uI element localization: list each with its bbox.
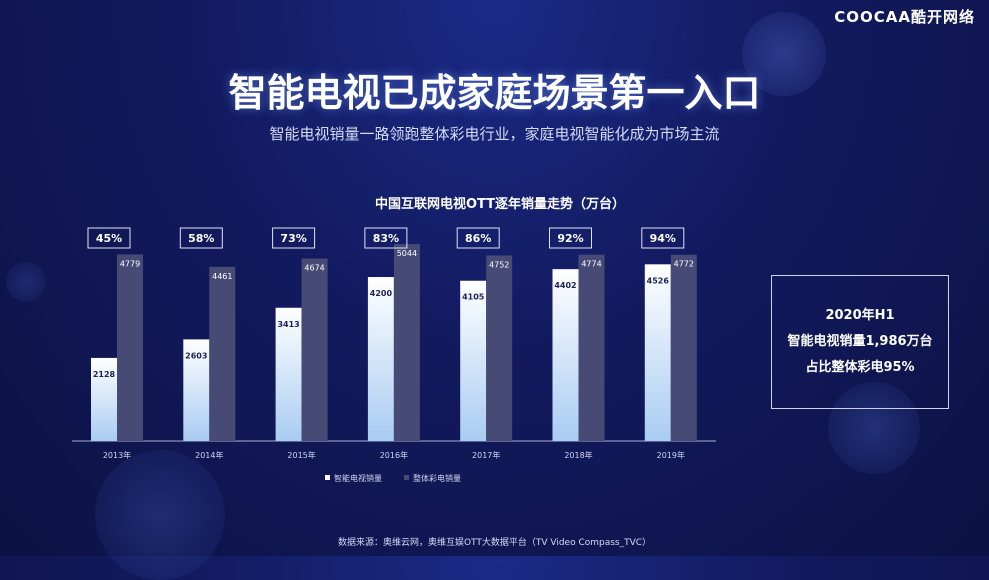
legend-swatch-smart-tv: [325, 475, 330, 480]
data-label-smart: 4105: [462, 293, 485, 302]
data-label-total: 4752: [489, 260, 509, 269]
ratio-label: 58%: [188, 232, 214, 245]
data-label-total: 4774: [581, 260, 601, 269]
x-tick-label: 2018年: [564, 450, 592, 460]
bar-total-tv: [393, 244, 420, 441]
ratio-box: [456, 227, 500, 249]
ratio-label: 92%: [557, 232, 583, 245]
bar-smart-tv: [367, 277, 394, 441]
data-label-total: 4779: [120, 259, 140, 268]
bar-total-tv: [578, 254, 605, 441]
ratio-box: [549, 227, 592, 249]
data-label-total: 4461: [212, 272, 232, 281]
ratio-box: [179, 227, 223, 249]
chart-title: 中国互联网电视OTT逐年销量走势（万台）: [374, 197, 626, 212]
legend-swatch-total-tv: [404, 475, 409, 480]
data-label-total: 5044: [397, 249, 417, 258]
bar-smart-tv: [644, 264, 671, 441]
data-label-smart: 2128: [93, 370, 116, 379]
bar-total-tv: [209, 266, 236, 441]
bar-smart-tv: [183, 339, 210, 441]
data-label-smart: 3413: [277, 320, 299, 329]
ratio-label: 83%: [373, 232, 399, 245]
x-tick-label: 2016年: [380, 450, 408, 460]
ratio-label: 94%: [650, 232, 676, 245]
x-tick-label: 2017年: [472, 450, 500, 460]
ratio-label: 73%: [280, 232, 306, 245]
bar-total-tv: [486, 255, 513, 441]
data-label-total: 4772: [674, 260, 694, 269]
data-label-smart: 2603: [185, 351, 207, 360]
x-tick-label: 2019年: [657, 450, 685, 460]
summary-line-sales: 智能电视销量1,986万台: [787, 334, 933, 349]
bar-total-tv: [670, 254, 697, 441]
bar-total-tv: [117, 254, 143, 441]
bar-total-tv: [301, 258, 328, 441]
data-label-smart: 4200: [370, 289, 393, 298]
legend-label-smart-tv: 智能电视销量: [334, 473, 382, 483]
bar-smart-tv: [91, 357, 117, 441]
brand-logo: COOCAA酷开网络: [834, 8, 975, 26]
data-label-smart: 4402: [554, 281, 576, 290]
data-label-smart: 4526: [647, 276, 670, 285]
x-tick-label: 2014年: [195, 450, 223, 460]
bar-smart-tv: [275, 307, 302, 441]
ratio-label: 45%: [96, 232, 122, 245]
bar-smart-tv: [460, 280, 487, 441]
page-subtitle: 智能电视销量一路领跑整体彩电行业，家庭电视智能化成为市场主流: [269, 125, 720, 143]
ratio-box: [87, 227, 131, 249]
bar-smart-tv: [552, 269, 579, 441]
summary-box: 2020年H1 智能电视销量1,986万台 占比整体彩电95%: [771, 275, 949, 409]
ratio-box: [364, 227, 408, 249]
data-source-note: 数据来源：奥维云网，奥维互娱OTT大数据平台（TV Video Compass_…: [337, 538, 652, 548]
ratio-box: [272, 227, 316, 249]
ratio-box: [641, 227, 685, 249]
legend-label-total-tv: 整体彩电销量: [413, 473, 461, 483]
ratio-label: 86%: [465, 232, 491, 245]
x-tick-label: 2015年: [287, 450, 315, 460]
page-title: 智能电视已成家庭场景第一入口: [228, 71, 761, 115]
bar-chart: 2128 4779 2013年 45% 2603 4461 2014年 58% 3413 4674…: [72, 227, 716, 483]
summary-line-share: 占比整体彩电95%: [805, 360, 915, 375]
summary-line-period: 2020年H1: [825, 308, 895, 323]
data-label-total: 4674: [304, 264, 324, 273]
x-tick-label: 2013年: [103, 450, 131, 460]
